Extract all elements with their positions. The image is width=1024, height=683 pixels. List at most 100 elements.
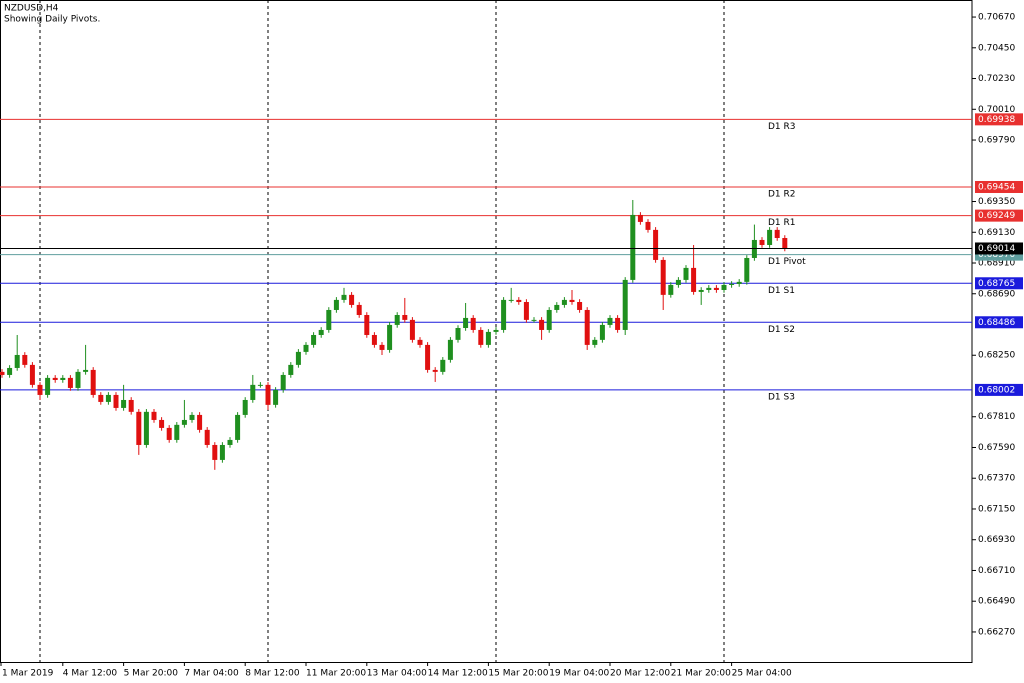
candle-body — [105, 394, 111, 402]
candle-body — [539, 319, 545, 330]
x-tick-label: 11 Mar 20:00 — [306, 669, 366, 679]
pivot-value-label: 0.68486 — [978, 318, 1015, 328]
candle-body — [691, 267, 697, 292]
x-tick-label: 19 Mar 04:00 — [549, 669, 609, 679]
candle-body — [653, 229, 659, 260]
candle-body — [645, 221, 651, 230]
candle-body — [67, 377, 73, 388]
candle-body — [478, 329, 484, 345]
pivot-level-name: D1 Pivot — [768, 257, 806, 267]
candle-body — [455, 327, 461, 340]
y-tick-label: 0.67590 — [978, 443, 1015, 453]
x-tick-label: 25 Mar 04:00 — [732, 669, 792, 679]
candle-body — [561, 299, 567, 305]
candle-body — [660, 259, 666, 295]
candle-body — [782, 237, 788, 249]
candle-body — [736, 281, 742, 284]
candle-body — [295, 351, 301, 365]
candle-body — [83, 369, 89, 372]
candle-body — [235, 414, 241, 440]
x-tick-label: 5 Mar 20:00 — [124, 669, 179, 679]
candle-body — [7, 367, 13, 375]
y-tick-label: 0.66270 — [978, 627, 1015, 637]
pivot-level-name: D1 R1 — [768, 218, 796, 228]
candle-body — [485, 331, 491, 345]
candle-body — [615, 317, 621, 330]
candle-body — [181, 419, 187, 425]
candle-body — [265, 384, 271, 405]
y-tick-label: 0.67810 — [978, 412, 1015, 422]
candle-body — [60, 377, 66, 380]
candle-body — [713, 287, 719, 290]
candle-body — [371, 334, 377, 345]
y-tick-label: 0.67370 — [978, 474, 1015, 484]
candle-body — [227, 439, 233, 445]
candle-body — [683, 267, 689, 280]
candle-body — [303, 344, 309, 352]
y-tick-label: 0.66710 — [978, 566, 1015, 576]
candle-body — [554, 304, 560, 310]
candle-body — [204, 429, 210, 445]
candle-body — [356, 304, 362, 315]
pivot-level-name: D1 S1 — [768, 286, 795, 296]
candle-body — [159, 419, 165, 428]
candle-body — [288, 364, 294, 375]
y-tick-label: 0.66490 — [978, 597, 1015, 607]
x-tick-label: 4 Mar 12:00 — [63, 669, 118, 679]
y-tick-label: 0.69790 — [978, 136, 1015, 146]
candle-body — [584, 309, 590, 345]
plot — [0, 118, 972, 470]
candle-body — [37, 384, 43, 395]
candle-body — [546, 309, 552, 330]
candle-body — [250, 384, 256, 400]
x-tick-label: 7 Mar 04:00 — [184, 669, 239, 679]
candle-body — [508, 299, 514, 301]
candle-body — [523, 302, 529, 320]
pivot-value-box — [975, 180, 1023, 193]
candle-body — [189, 414, 195, 420]
y-tick-label: 0.70010 — [978, 105, 1015, 115]
candle-body — [113, 394, 119, 408]
candle-body — [675, 279, 681, 285]
candle-body — [440, 359, 446, 372]
pivot-value-box — [975, 383, 1023, 396]
candle-body — [341, 294, 347, 300]
candle-body — [402, 314, 408, 320]
pivot-level-name: D1 R2 — [768, 189, 796, 199]
candle-body — [744, 257, 750, 282]
candle-body — [759, 239, 765, 245]
candle-body — [516, 299, 522, 303]
candle-body — [212, 444, 218, 460]
candle-body — [379, 344, 385, 350]
candle-body — [706, 287, 712, 290]
candle-body — [14, 354, 20, 368]
candle-body — [569, 299, 575, 303]
candle-body — [90, 369, 96, 395]
candle-body — [425, 344, 431, 370]
candle-body — [0, 371, 5, 375]
candle-body — [470, 317, 476, 330]
y-tick-label: 0.70670 — [978, 13, 1015, 23]
candle-body — [493, 329, 499, 332]
candle-body — [75, 371, 81, 388]
candle-body — [630, 214, 636, 280]
candle-body — [326, 309, 332, 330]
candle-body — [592, 339, 598, 345]
candle-body — [22, 354, 28, 365]
pivot-value-label: 0.69938 — [978, 115, 1015, 125]
last-price-box — [975, 242, 1023, 255]
candle-body — [219, 444, 225, 460]
candle-body — [151, 411, 157, 420]
pivot-value-box — [975, 209, 1023, 222]
y-tick-label: 0.69130 — [978, 228, 1015, 238]
candle-body — [45, 377, 51, 395]
candle-body — [409, 319, 415, 340]
candle-body — [387, 324, 393, 350]
x-tick-label: 14 Mar 12:00 — [428, 669, 488, 679]
candle-body — [29, 364, 35, 385]
price-axis: 0.70670 0.70450 0.70230 0.70010 0.69790 0.693… — [0, 13, 1023, 679]
candle-body — [417, 339, 423, 345]
pivot-value-label: 0.69249 — [978, 211, 1015, 221]
y-tick-label: 0.70230 — [978, 74, 1015, 84]
